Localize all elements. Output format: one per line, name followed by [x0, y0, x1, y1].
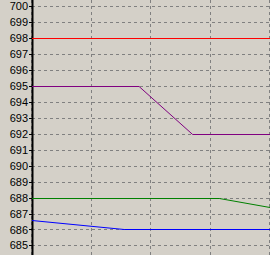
y-tick-label: 688 — [10, 192, 28, 204]
y-tick-label: 698 — [10, 32, 28, 44]
y-tick-label: 685 — [10, 239, 28, 251]
y-tick-label: 693 — [10, 112, 28, 124]
y-tick-label: 695 — [10, 80, 28, 92]
chart-svg: 685 686 687 688 689 690 691 692 693 694 695 696 697 6… — [0, 0, 270, 255]
series-line — [32, 87, 270, 135]
y-grid-line — [32, 38, 270, 39]
y-tick-label: 696 — [10, 64, 28, 76]
series-line — [32, 38, 270, 39]
y-grid-line — [32, 22, 270, 23]
y-tick-label: 686 — [10, 224, 28, 236]
series-line — [32, 199, 270, 208]
y-tick-label: 690 — [10, 160, 28, 172]
y-grid-line — [32, 245, 270, 246]
y-tick-label: 689 — [10, 176, 28, 188]
y-grid-line — [32, 214, 270, 215]
y-tick-label: 699 — [10, 16, 28, 28]
y-tick-label: 692 — [10, 128, 28, 140]
plot-area — [32, 39, 270, 230]
y-tick-label: 691 — [10, 144, 28, 156]
y-grid-line — [32, 70, 270, 71]
y-tick-label: 700 — [10, 0, 28, 12]
chart: 685 686 687 688 689 690 691 692 693 694 695 696 697 6… — [0, 0, 270, 255]
y-tick-label: 687 — [10, 208, 28, 220]
y-tick-label: 694 — [10, 96, 28, 108]
y-tick-label: 697 — [10, 48, 28, 60]
series-line — [32, 221, 270, 230]
y-grid-line — [32, 118, 270, 119]
y-grid-line — [32, 166, 270, 167]
